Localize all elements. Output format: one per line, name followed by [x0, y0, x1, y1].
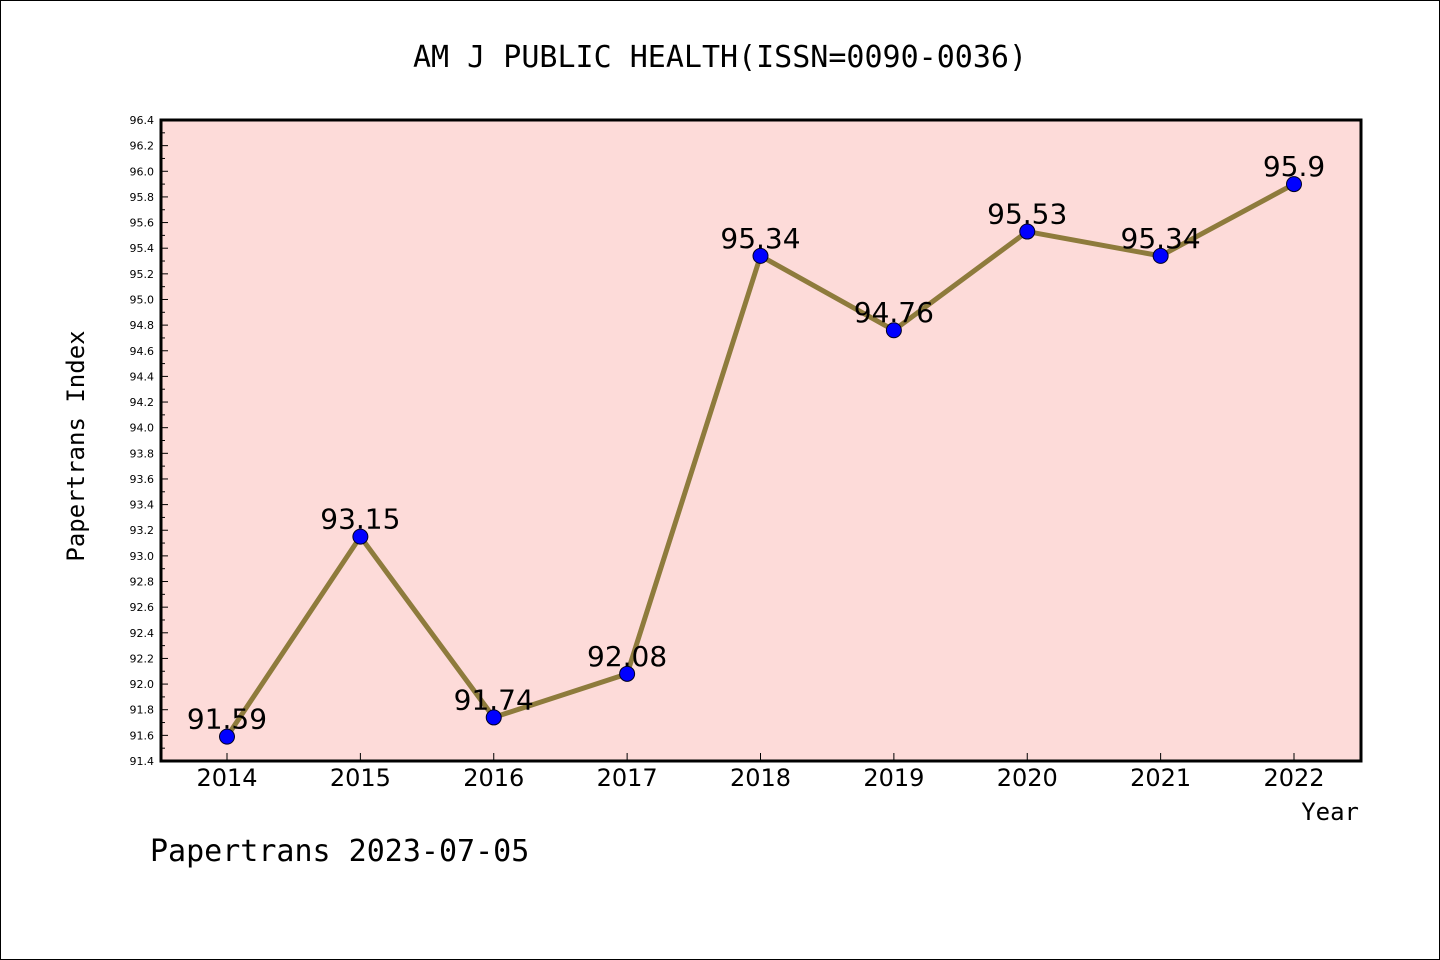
y-tick-label: 92.6 — [130, 601, 155, 614]
y-tick-label: 96.4 — [130, 114, 155, 127]
y-tick-label: 91.4 — [130, 755, 155, 768]
x-tick-label: 2017 — [597, 764, 658, 792]
y-tick-label: 96.0 — [130, 165, 155, 178]
y-tick-label: 94.0 — [130, 422, 155, 435]
x-tick-label: 2015 — [330, 764, 391, 792]
x-tick-label: 2020 — [997, 764, 1058, 792]
footer-text: Papertrans 2023-07-05 — [150, 834, 530, 869]
y-tick-label: 92.4 — [130, 627, 155, 640]
y-tick-label: 93.6 — [130, 473, 155, 486]
y-axis: 91.4 91.6 91.8 92.0 92.2 92.4 92.6 92.8 93.0 93.2… — [130, 114, 168, 768]
chart-title: AM J PUBLIC HEALTH(ISSN=0090-0036) — [413, 40, 1027, 75]
x-tick-label: 2014 — [196, 764, 257, 792]
y-tick-label: 96.2 — [130, 140, 155, 153]
y-tick-label: 91.6 — [130, 729, 155, 742]
data-point — [1152, 247, 1169, 264]
x-axis: 2014 2015 2016 2017 2018 2019 2020 2021 2022 — [196, 753, 1325, 792]
y-tick-label: 95.4 — [130, 242, 155, 255]
y-tick-label: 94.6 — [130, 345, 155, 358]
x-tick-label: 2018 — [730, 764, 791, 792]
x-tick-label: 2022 — [1263, 764, 1324, 792]
y-tick-label: 94.8 — [130, 319, 155, 332]
y-tick-label: 91.8 — [130, 704, 155, 717]
data-point — [885, 322, 902, 339]
y-tick-label: 94.4 — [130, 370, 155, 383]
y-tick-label: 94.2 — [130, 396, 155, 409]
y-axis-title: Papertrans Index — [62, 330, 90, 561]
y-tick-label: 95.6 — [130, 217, 155, 230]
series-layer: 91.5993.1591.7492.0895.3494.7695.5395.34… — [187, 150, 1325, 745]
x-tick-label: 2016 — [463, 764, 524, 792]
y-tick-label: 93.2 — [130, 524, 155, 537]
data-point — [352, 528, 369, 545]
y-tick-label: 92.8 — [130, 576, 155, 589]
y-tick-label: 92.2 — [130, 652, 155, 665]
data-point — [1286, 176, 1302, 193]
y-tick-label: 92.0 — [130, 678, 155, 691]
data-point — [485, 709, 502, 726]
y-tick-label: 93.8 — [130, 447, 155, 460]
data-point — [1019, 223, 1036, 240]
x-axis-title: Year — [1301, 798, 1359, 826]
y-tick-label: 95.2 — [130, 268, 155, 281]
y-tick-label: 95.0 — [130, 293, 155, 306]
y-tick-label: 93.0 — [130, 550, 155, 563]
data-point — [619, 665, 636, 682]
data-point — [752, 247, 769, 264]
plot-area — [159, 118, 1363, 763]
y-tick-label: 93.4 — [130, 499, 155, 512]
x-tick-label: 2021 — [1130, 764, 1191, 792]
y-tick-label: 95.8 — [130, 191, 155, 204]
data-point — [219, 728, 235, 745]
x-tick-label: 2019 — [863, 764, 924, 792]
